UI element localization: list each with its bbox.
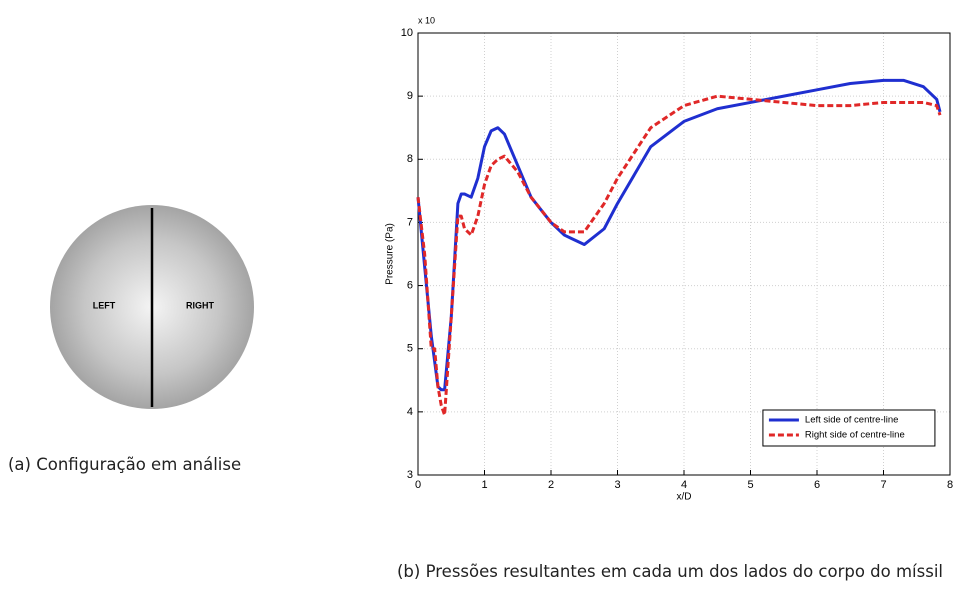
x-tick-label: 0 bbox=[415, 479, 421, 491]
y-tick-label: 4 bbox=[407, 406, 413, 418]
legend-box bbox=[762, 409, 936, 447]
left-label: LEFT bbox=[93, 300, 116, 310]
y-axis-label: Pressure (Pa) bbox=[385, 223, 396, 285]
series-line bbox=[416, 94, 942, 417]
y-tick-label: 7 bbox=[407, 216, 413, 228]
y-tick-label: 5 bbox=[407, 343, 413, 355]
plot-frame bbox=[417, 32, 951, 476]
y-tick-label: 9 bbox=[407, 90, 413, 102]
chart: 3 4 5 6 7 8 9 10 0 1 2 3 4 5 6 7 8 x 10 x/D Pressure (Pa) Le… bbox=[385, 15, 953, 502]
caption-b: (b) Pressões resultantes em cada um dos … bbox=[397, 562, 943, 581]
x-tick-label: 6 bbox=[814, 479, 820, 491]
legend-label: Left side of centre-line bbox=[805, 415, 898, 426]
x-tick-label: 8 bbox=[947, 479, 953, 491]
x-tick-label: 5 bbox=[747, 479, 753, 491]
y-multiplier: x 10 bbox=[418, 15, 435, 25]
y-tick-label: 8 bbox=[407, 153, 413, 165]
y-tick-label: 6 bbox=[407, 279, 413, 291]
x-tick-label: 7 bbox=[880, 479, 886, 491]
x-tick-label: 4 bbox=[681, 479, 687, 491]
y-tick-label: 10 bbox=[401, 27, 413, 39]
legend-label: Right side of centre-line bbox=[805, 430, 905, 441]
series-line bbox=[416, 78, 942, 392]
x-tick-label: 3 bbox=[614, 479, 620, 491]
caption-a: (a) Configuração em análise bbox=[8, 455, 242, 474]
x-axis-label: x/D bbox=[677, 492, 692, 503]
x-tick-label: 2 bbox=[548, 479, 554, 491]
y-tick-label: 3 bbox=[407, 469, 413, 481]
right-label: RIGHT bbox=[186, 300, 215, 310]
x-tick-label: 1 bbox=[481, 479, 487, 491]
